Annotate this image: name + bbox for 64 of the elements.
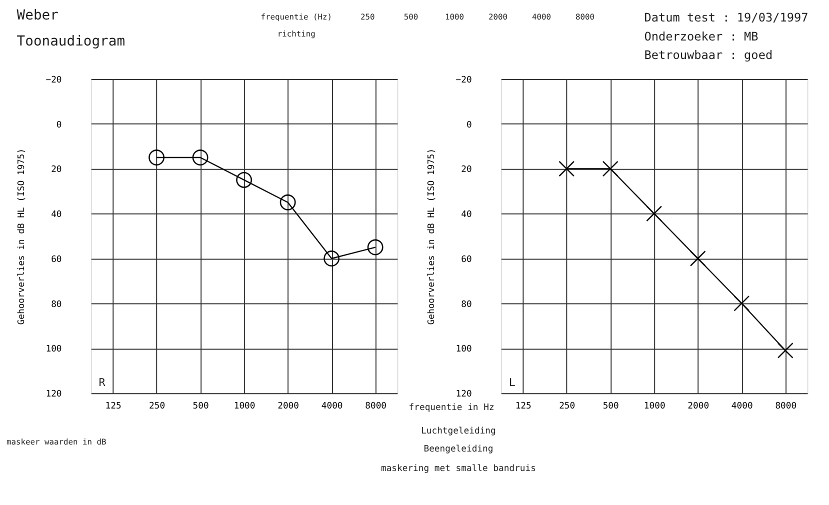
text: Luchtgeleiding <box>421 426 496 437</box>
x-tick-label: 250 <box>149 401 166 412</box>
x-tick-label: 8000 <box>365 401 387 412</box>
y-tick-label: −20 <box>46 75 62 86</box>
text: frequentie (Hz) <box>260 12 332 22</box>
x-tick-label: 1000 <box>644 401 666 412</box>
x-axis-title: frequentie in Hz <box>408 402 494 413</box>
text: maskeer waarden in dB <box>6 438 106 447</box>
y-tick-label: 40 <box>51 210 62 220</box>
x-tick-label: 4000 <box>731 401 753 412</box>
y-tick-label: 60 <box>51 254 62 265</box>
text: 250 <box>360 12 375 22</box>
text: Onderzoeker : MB <box>644 29 758 44</box>
point <box>367 239 384 256</box>
text: maskering met smalle bandruis <box>380 464 536 474</box>
y-axis-title: Gehoorverlies in dB HL (ISO 1975) <box>427 148 438 325</box>
y-tick-label: 80 <box>51 300 62 310</box>
x-tick-label: 8000 <box>775 401 797 412</box>
y-tick-label: 120 <box>456 390 472 400</box>
annotation: L <box>508 376 516 390</box>
annotation: R <box>98 376 106 390</box>
text: 2000 <box>488 12 508 22</box>
y-tick-label: 60 <box>461 254 472 265</box>
point <box>324 250 340 266</box>
chart-title: Weber <box>16 8 58 24</box>
y-tick-label: 0 <box>466 120 472 130</box>
text: richting <box>277 29 316 38</box>
point <box>690 250 706 266</box>
text: Beengeleiding <box>424 444 494 454</box>
y-tick-label: 100 <box>46 344 62 355</box>
text: Betrouwbaar : goed <box>644 48 773 62</box>
point <box>192 150 208 166</box>
x-tick-label: 125 <box>105 401 122 412</box>
y-tick-label: 20 <box>461 165 472 176</box>
text: 4000 <box>532 12 552 22</box>
text: 500 <box>404 12 418 22</box>
x-tick-label: 250 <box>559 401 576 412</box>
x-tick-label: 500 <box>602 401 619 412</box>
chart-subtitle: Toonaudiogram <box>16 33 126 50</box>
point <box>558 160 575 177</box>
point <box>236 172 252 188</box>
y-axis-title: Gehoorverlies in dB HL (ISO 1975) <box>16 148 27 325</box>
point <box>734 295 750 312</box>
point <box>646 206 662 222</box>
x-tick-label: 125 <box>515 401 532 412</box>
y-tick-label: 20 <box>51 165 62 176</box>
point <box>148 150 165 166</box>
y-tick-label: 80 <box>461 300 472 310</box>
x-tick-label: 1000 <box>234 401 256 412</box>
point <box>602 160 618 177</box>
text: 8000 <box>575 12 595 22</box>
text: Datum test : 19/03/1997 <box>644 10 808 25</box>
y-tick-label: 100 <box>456 344 472 355</box>
y-tick-label: −20 <box>456 75 472 86</box>
text: 1000 <box>445 12 464 22</box>
point <box>280 194 296 210</box>
y-tick-label: 40 <box>461 210 472 220</box>
x-tick-label: 4000 <box>321 401 343 412</box>
x-tick-label: 2000 <box>278 401 299 412</box>
y-tick-label: 120 <box>46 390 62 400</box>
y-tick-label: 0 <box>56 120 62 130</box>
point <box>777 342 794 358</box>
x-tick-label: 500 <box>192 401 209 412</box>
x-tick-label: 2000 <box>688 401 710 412</box>
